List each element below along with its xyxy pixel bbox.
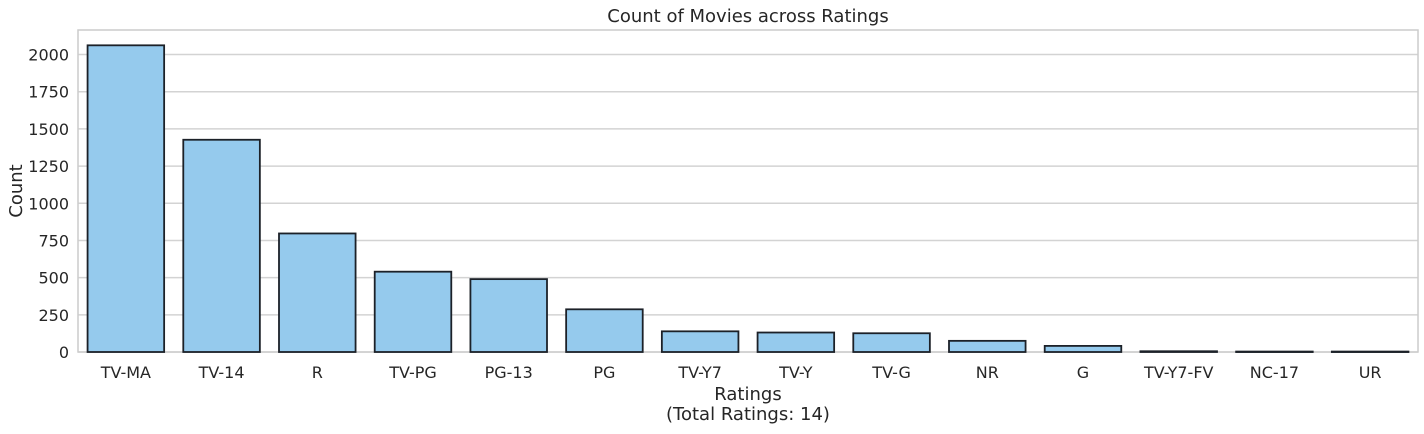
x-tick-label: G: [1077, 363, 1089, 382]
bar-tv-y7-fv: [1139, 350, 1218, 353]
x-tick-label: PG-13: [485, 363, 533, 382]
x-tick-label: TV-MA: [100, 363, 151, 382]
x-tick-label: R: [312, 363, 323, 382]
y-axis-label: Count: [6, 164, 27, 217]
y-tick-label: 750: [38, 231, 69, 250]
x-tick-label: UR: [1359, 363, 1382, 382]
y-tick-label: 250: [38, 306, 69, 325]
bar-ur: [1330, 350, 1410, 353]
bar-tv-y7: [660, 330, 740, 353]
y-tick-labels: 0 250 500 750 1000 1250 1500 1750 2000: [28, 46, 69, 362]
y-tick-label: 500: [38, 269, 69, 288]
y-tick-label: 1500: [28, 120, 69, 139]
x-axis-sublabel: (Total Ratings: 14): [666, 404, 830, 425]
x-tick-label: TV-Y: [778, 363, 813, 382]
y-tick-label: 2000: [28, 46, 69, 65]
y-tick-label: 1000: [28, 194, 69, 213]
x-tick-label: TV-14: [198, 363, 245, 382]
bar-r: [278, 232, 357, 353]
bar-tv-ma: [86, 44, 166, 353]
x-tick-label: PG: [593, 363, 615, 382]
x-tick-label: TV-Y7-FV: [1143, 363, 1214, 382]
x-axis-label: Ratings: [714, 384, 781, 405]
bar-pg: [565, 308, 644, 353]
bar-tv-pg: [373, 270, 453, 353]
x-tick-label: TV-G: [871, 363, 911, 382]
y-tick-label: 1250: [28, 157, 69, 176]
bar-nc-17: [1235, 350, 1314, 353]
x-tick-label: NC-17: [1250, 363, 1299, 382]
bars: [86, 44, 1410, 353]
x-tick-label: NR: [976, 363, 999, 382]
x-tick-label: TV-Y7: [677, 363, 722, 382]
bar-tv-14: [182, 138, 261, 353]
y-tick-label: 0: [59, 343, 69, 362]
x-tick-labels: TV-MA TV-14 R TV-PG PG-13 PG TV-Y7 TV-Y TV-G NR G T…: [100, 363, 1382, 382]
bar-g: [1043, 345, 1123, 353]
bar-tv-g: [852, 332, 931, 353]
chart-title: Count of Movies across Ratings: [607, 6, 888, 27]
x-tick-label: TV-PG: [388, 363, 437, 382]
plot-frame: [77, 29, 1419, 353]
bar-tv-y: [756, 331, 836, 353]
y-tick-label: 1750: [28, 83, 69, 102]
bar-pg-13: [469, 278, 548, 353]
bar-nr: [948, 339, 1027, 353]
